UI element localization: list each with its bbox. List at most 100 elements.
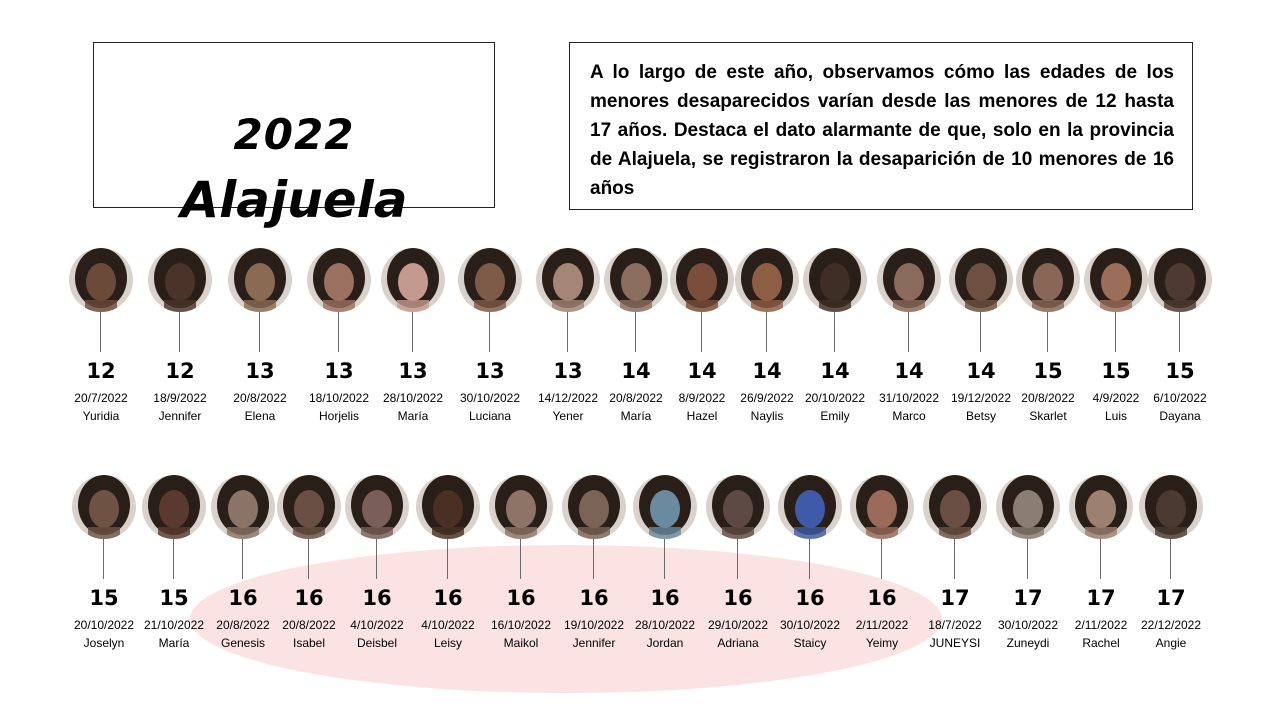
person-card: 14 26/9/2022 Naylis [722, 248, 812, 448]
person-photo [562, 475, 626, 539]
person-card: 12 20/7/2022 Yuridia [56, 248, 146, 448]
connector-line [179, 312, 180, 352]
person-card: 16 29/10/2022 Adriana [693, 475, 783, 675]
person-date: 2/11/2022 [1074, 618, 1128, 632]
person-age: 13 [245, 359, 275, 383]
person-name: Adriana [717, 636, 759, 650]
person-date: 28/10/2022 [634, 618, 696, 632]
title-year: 2022 [233, 110, 355, 159]
connector-line [489, 312, 490, 352]
person-age: 14 [621, 359, 651, 383]
person-card: 16 28/10/2022 Jordan [620, 475, 710, 675]
person-name: Deisbel [356, 636, 398, 650]
connector-line [834, 312, 835, 352]
person-name: Elena [244, 409, 276, 423]
person-card: 17 2/11/2022 Rachel [1056, 475, 1146, 675]
person-card: 16 20/8/2022 Genesis [198, 475, 288, 675]
person-name: Luis [1104, 409, 1127, 423]
person-age: 16 [795, 586, 825, 610]
person-card: 16 4/10/2022 Leisy [403, 475, 493, 675]
connector-line [1047, 312, 1048, 352]
person-date: 6/10/2022 [1153, 391, 1207, 405]
person-date: 19/10/2022 [563, 618, 625, 632]
person-card: 13 20/8/2022 Elena [215, 248, 305, 448]
person-name: Leisy [433, 636, 462, 650]
person-photo [416, 475, 480, 539]
person-age: 14 [966, 359, 996, 383]
connector-line [412, 312, 413, 352]
person-date: 30/10/2022 [459, 391, 521, 405]
person-photo [706, 475, 770, 539]
person-card: 14 8/9/2022 Hazel [657, 248, 747, 448]
person-age: 17 [1086, 586, 1116, 610]
person-age: 16 [506, 586, 536, 610]
person-age: 15 [89, 586, 119, 610]
person-photo [458, 248, 522, 312]
person-photo [670, 248, 734, 312]
person-card: 13 30/10/2022 Luciana [445, 248, 535, 448]
connector-line [376, 539, 377, 579]
connector-line [954, 539, 955, 579]
person-card: 14 20/10/2022 Emily [790, 248, 880, 448]
person-date: 8/9/2022 [678, 391, 726, 405]
person-date: 20/8/2022 [216, 618, 270, 632]
person-card: 14 20/8/2022 María [591, 248, 681, 448]
person-name: Yeimy [865, 636, 899, 650]
person-card: 15 21/10/2022 María [129, 475, 219, 675]
person-date: 2/11/2022 [855, 618, 909, 632]
person-photo [1069, 475, 1133, 539]
person-photo [850, 475, 914, 539]
person-date: 4/10/2022 [350, 618, 404, 632]
connector-line [1170, 539, 1171, 579]
person-age: 16 [433, 586, 463, 610]
person-age: 16 [867, 586, 897, 610]
person-age: 16 [579, 586, 609, 610]
person-date: 30/10/2022 [779, 618, 841, 632]
person-card: 16 16/10/2022 Maikol [476, 475, 566, 675]
person-photo [1139, 475, 1203, 539]
person-photo [778, 475, 842, 539]
person-photo [148, 248, 212, 312]
connector-line [1115, 312, 1116, 352]
person-name: Rachel [1082, 636, 1120, 650]
person-age: 15 [159, 586, 189, 610]
person-name: Staicy [793, 636, 827, 650]
person-photo [923, 475, 987, 539]
person-name: Maikol [503, 636, 539, 650]
person-date: 30/10/2022 [997, 618, 1059, 632]
person-card: 17 22/12/2022 Angie [1126, 475, 1216, 675]
person-card: 15 6/10/2022 Dayana [1135, 248, 1225, 448]
person-photo [72, 475, 136, 539]
person-card: 17 18/7/2022 JUNEYSI [910, 475, 1000, 675]
connector-line [100, 312, 101, 352]
person-date: 20/10/2022 [804, 391, 866, 405]
connector-line [980, 312, 981, 352]
connector-line [701, 312, 702, 352]
person-name: Joselyn [83, 636, 125, 650]
title-box: 2022 Alajuela [93, 42, 495, 229]
connector-line [520, 539, 521, 579]
person-photo [345, 475, 409, 539]
person-photo [877, 248, 941, 312]
connector-line [259, 312, 260, 352]
connector-line [173, 539, 174, 579]
person-date: 20/8/2022 [1021, 391, 1075, 405]
person-age: 15 [1165, 359, 1195, 383]
connector-line [103, 539, 104, 579]
title-province: Alajuela [180, 171, 408, 229]
person-card: 16 19/10/2022 Jennifer [549, 475, 639, 675]
person-date: 4/9/2022 [1092, 391, 1140, 405]
person-card: 15 4/9/2022 Luis [1071, 248, 1161, 448]
person-date: 29/10/2022 [707, 618, 769, 632]
person-name: Naylis [750, 409, 784, 423]
person-age: 14 [752, 359, 782, 383]
person-date: 20/8/2022 [282, 618, 336, 632]
connector-line [567, 312, 568, 352]
person-age: 16 [294, 586, 324, 610]
person-age: 14 [894, 359, 924, 383]
person-age: 12 [86, 359, 116, 383]
person-date: 20/10/2022 [73, 618, 135, 632]
connector-line [635, 312, 636, 352]
person-name: Marco [892, 409, 926, 423]
person-date: 19/12/2022 [950, 391, 1012, 405]
